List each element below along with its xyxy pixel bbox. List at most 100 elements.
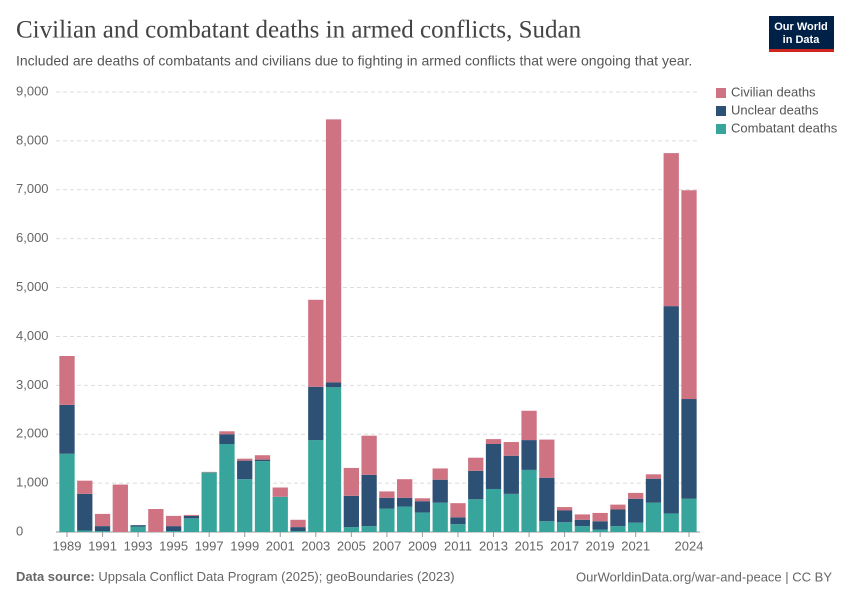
bar-segment bbox=[344, 468, 359, 496]
bar-segment bbox=[237, 459, 252, 461]
bar-segment bbox=[415, 501, 430, 512]
bar-segment bbox=[575, 514, 590, 519]
bar-segment bbox=[344, 496, 359, 527]
bar-segment bbox=[184, 518, 199, 532]
bar-segment bbox=[628, 523, 643, 532]
bar-segment bbox=[326, 119, 341, 382]
bar-segment bbox=[468, 471, 483, 499]
bar-segment bbox=[433, 468, 448, 479]
bar-segment bbox=[166, 516, 181, 526]
x-tick-label: 2005 bbox=[337, 538, 366, 553]
x-tick-label: 2021 bbox=[621, 538, 650, 553]
x-tick-label: 2001 bbox=[266, 538, 295, 553]
bar-segment bbox=[219, 444, 234, 532]
bar-segment bbox=[593, 513, 608, 521]
bar-segment bbox=[202, 472, 217, 532]
legend-swatch bbox=[716, 88, 726, 98]
bar-segment bbox=[166, 531, 181, 532]
bar-segment bbox=[397, 479, 412, 498]
legend-swatch bbox=[716, 106, 726, 116]
bar-segment bbox=[255, 461, 270, 532]
bar-segment bbox=[113, 485, 128, 532]
bar-segment bbox=[237, 461, 252, 480]
x-tick-label: 2007 bbox=[372, 538, 401, 553]
source: Data source: Uppsala Conflict Data Progr… bbox=[16, 569, 455, 584]
bar-segment bbox=[59, 356, 74, 405]
bar-segment bbox=[504, 456, 519, 494]
bar-segment bbox=[326, 387, 341, 532]
bar-segment bbox=[539, 440, 554, 478]
legend-swatch bbox=[716, 124, 726, 134]
bar-segment bbox=[450, 517, 465, 524]
bar-segment bbox=[468, 499, 483, 532]
bar-segment bbox=[504, 442, 519, 456]
bar-segment bbox=[77, 481, 92, 494]
bar-segment bbox=[95, 531, 110, 532]
y-tick-label: 4,000 bbox=[16, 328, 49, 343]
bar-segment bbox=[255, 460, 270, 461]
bar-segment bbox=[326, 382, 341, 387]
bar-segment bbox=[130, 525, 145, 526]
bar-segment bbox=[397, 498, 412, 507]
bar-segment bbox=[361, 526, 376, 532]
bar-segment bbox=[361, 475, 376, 526]
bar-segment bbox=[450, 503, 465, 517]
bar-segment bbox=[610, 510, 625, 527]
logo-bar bbox=[769, 49, 834, 52]
bar-segment bbox=[255, 455, 270, 459]
bar-segment bbox=[237, 479, 252, 532]
source-text: Uppsala Conflict Data Program (2025); ge… bbox=[98, 569, 454, 584]
legend-label: Combatant deaths bbox=[731, 120, 838, 135]
bar-segment bbox=[557, 522, 572, 532]
bar-segment bbox=[308, 387, 323, 440]
source-label: Data source: bbox=[16, 569, 95, 584]
bar-segment bbox=[273, 497, 288, 532]
bar-segment bbox=[379, 509, 394, 532]
y-tick-label: 0 bbox=[16, 523, 23, 538]
y-tick-label: 1,000 bbox=[16, 475, 49, 490]
bar-segment bbox=[664, 513, 679, 532]
y-tick-label: 3,000 bbox=[16, 377, 49, 392]
bar-segment bbox=[166, 526, 181, 531]
bar-segment bbox=[646, 503, 661, 532]
x-tick-label: 2003 bbox=[301, 538, 330, 553]
x-tick-label: 2011 bbox=[444, 538, 472, 553]
bar-segment bbox=[361, 436, 376, 475]
bar-segment bbox=[681, 399, 696, 499]
bar-segment bbox=[77, 531, 92, 532]
bar-segment bbox=[628, 493, 643, 499]
bar-segment bbox=[130, 527, 145, 532]
x-tick-label: 1989 bbox=[53, 538, 82, 553]
x-tick-label: 2009 bbox=[408, 538, 437, 553]
bar-segment bbox=[95, 526, 110, 531]
x-tick-label: 1993 bbox=[124, 538, 153, 553]
y-tick-label: 5,000 bbox=[16, 279, 49, 294]
bar-segment bbox=[468, 458, 483, 471]
y-tick-label: 9,000 bbox=[16, 83, 49, 98]
x-tick-label: 2013 bbox=[479, 538, 508, 553]
bar-segment bbox=[77, 494, 92, 531]
bar-segment bbox=[95, 514, 110, 526]
bar-segment bbox=[504, 494, 519, 532]
x-tick-label: 2019 bbox=[586, 538, 615, 553]
bar-segment bbox=[397, 507, 412, 532]
bar-segment bbox=[664, 153, 679, 306]
chart-title: Civilian and combatant deaths in armed c… bbox=[16, 17, 582, 44]
bar-segment bbox=[521, 411, 536, 440]
bar-segment bbox=[184, 516, 199, 518]
bar-segment bbox=[379, 491, 394, 497]
x-tick-label: 1997 bbox=[195, 538, 224, 553]
x-tick-label: 2015 bbox=[515, 538, 544, 553]
x-tick-label: 1991 bbox=[88, 538, 117, 553]
url: OurWorldinData.org/war-and-peace | CC BY bbox=[576, 569, 832, 584]
bar-segment bbox=[415, 498, 430, 501]
bar-segment bbox=[415, 512, 430, 532]
bar-segment bbox=[219, 434, 234, 444]
bar-segment bbox=[593, 521, 608, 529]
x-tick-label: 2017 bbox=[550, 538, 579, 553]
bar-segment bbox=[273, 488, 288, 497]
y-tick-label: 2,000 bbox=[16, 426, 49, 441]
logo-text: in Data bbox=[783, 34, 821, 46]
bar-segment bbox=[433, 480, 448, 503]
bar-segment bbox=[610, 526, 625, 532]
